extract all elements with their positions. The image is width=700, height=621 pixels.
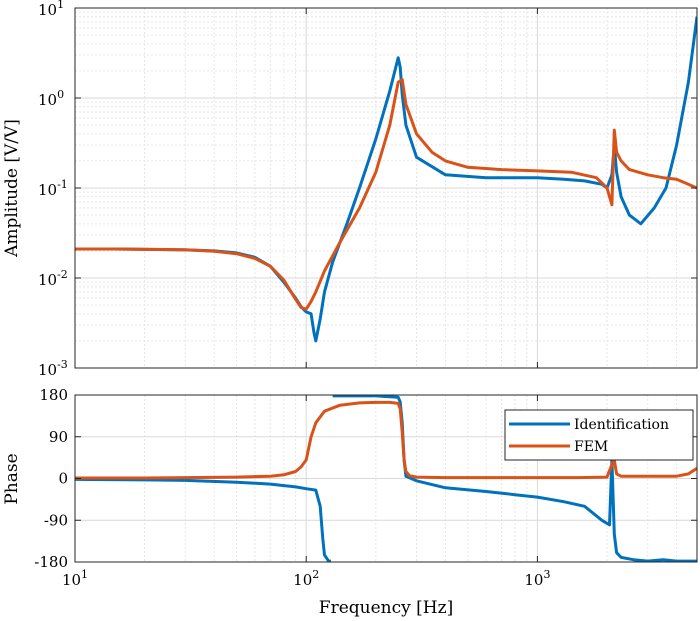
y-tick-label: 10-3 (38, 358, 68, 379)
phase-series (75, 395, 697, 562)
x-tick-label: 101 (62, 568, 88, 589)
y-tick-label: 10-1 (38, 178, 68, 199)
amplitude-series (75, 16, 697, 343)
frequency-x-axis-title: Frequency [Hz] (319, 598, 453, 618)
legend-box (504, 409, 694, 461)
legend-label-identification: Identification (574, 417, 669, 433)
phase-line-fem (75, 400, 697, 480)
legend-label-fem: FEM (574, 439, 608, 455)
y-tick-label: 10-2 (38, 268, 68, 289)
phase-y-ticks: 180 90 0 -90 -180 (34, 386, 697, 571)
phase-plot: 180 90 0 -90 -180 101 102 103 Phase Frequency … (2, 386, 698, 618)
y-tick-label: 180 (39, 386, 68, 404)
y-tick-label: -90 (44, 511, 68, 529)
amplitude-line-fem (75, 78, 697, 311)
y-tick-label: 100 (38, 88, 64, 109)
legend: Identification FEM (504, 409, 694, 461)
y-tick-label: -180 (34, 553, 68, 571)
phase-y-axis-title: Phase (2, 453, 22, 504)
y-tick-label: 101 (38, 0, 64, 19)
amplitude-grid (74, 8, 697, 369)
y-tick-label: 0 (58, 470, 68, 488)
x-tick-label: 102 (293, 568, 319, 589)
y-tick-label: 90 (49, 428, 68, 446)
frequency-x-ticks: 101 102 103 (62, 395, 550, 589)
amplitude-plot: 10-3 10-2 10-1 100 101 Amplitude [V/V] (2, 0, 698, 379)
x-tick-label: 103 (524, 568, 550, 589)
amplitude-y-ticks: 10-3 10-2 10-1 100 101 (38, 0, 697, 379)
amplitude-y-axis-title: Amplitude [V/V] (2, 119, 22, 258)
